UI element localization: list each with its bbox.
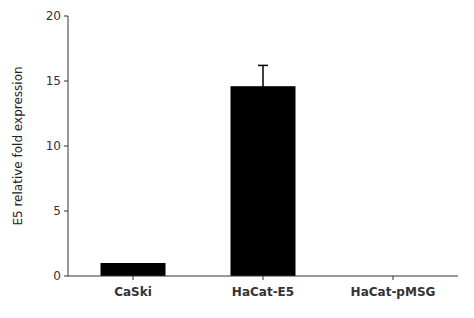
y-tick [64,211,68,212]
y-axis-label: E5 relative fold expression [11,66,25,225]
y-tick [64,146,68,147]
x-tick-label: HaCat-E5 [232,285,294,299]
y-tick-label: 20 [46,9,61,23]
chart-container: 0 5 10 15 20 CaSki HaCat-E5 HaCat-pMSG E5 relati… [0,0,474,318]
y-tick [64,16,68,17]
y-tick-label: 15 [46,74,61,88]
y-tick-label: 5 [53,204,61,218]
y-tick-label: 0 [53,269,61,283]
x-tick-label: CaSki [114,285,152,299]
x-tick [263,276,264,280]
bar [101,263,166,276]
bar [231,86,296,276]
x-tick-label: HaCat-pMSG [351,285,436,299]
y-tick [64,81,68,82]
x-tick [133,276,134,280]
chart: 0 5 10 15 20 CaSki HaCat-E5 HaCat-pMSG E5 relati… [0,0,474,318]
error-bar [258,65,268,107]
y-tick [64,276,68,277]
y-tick-label: 10 [46,139,61,153]
plot-area [101,65,296,276]
x-tick [393,276,394,280]
